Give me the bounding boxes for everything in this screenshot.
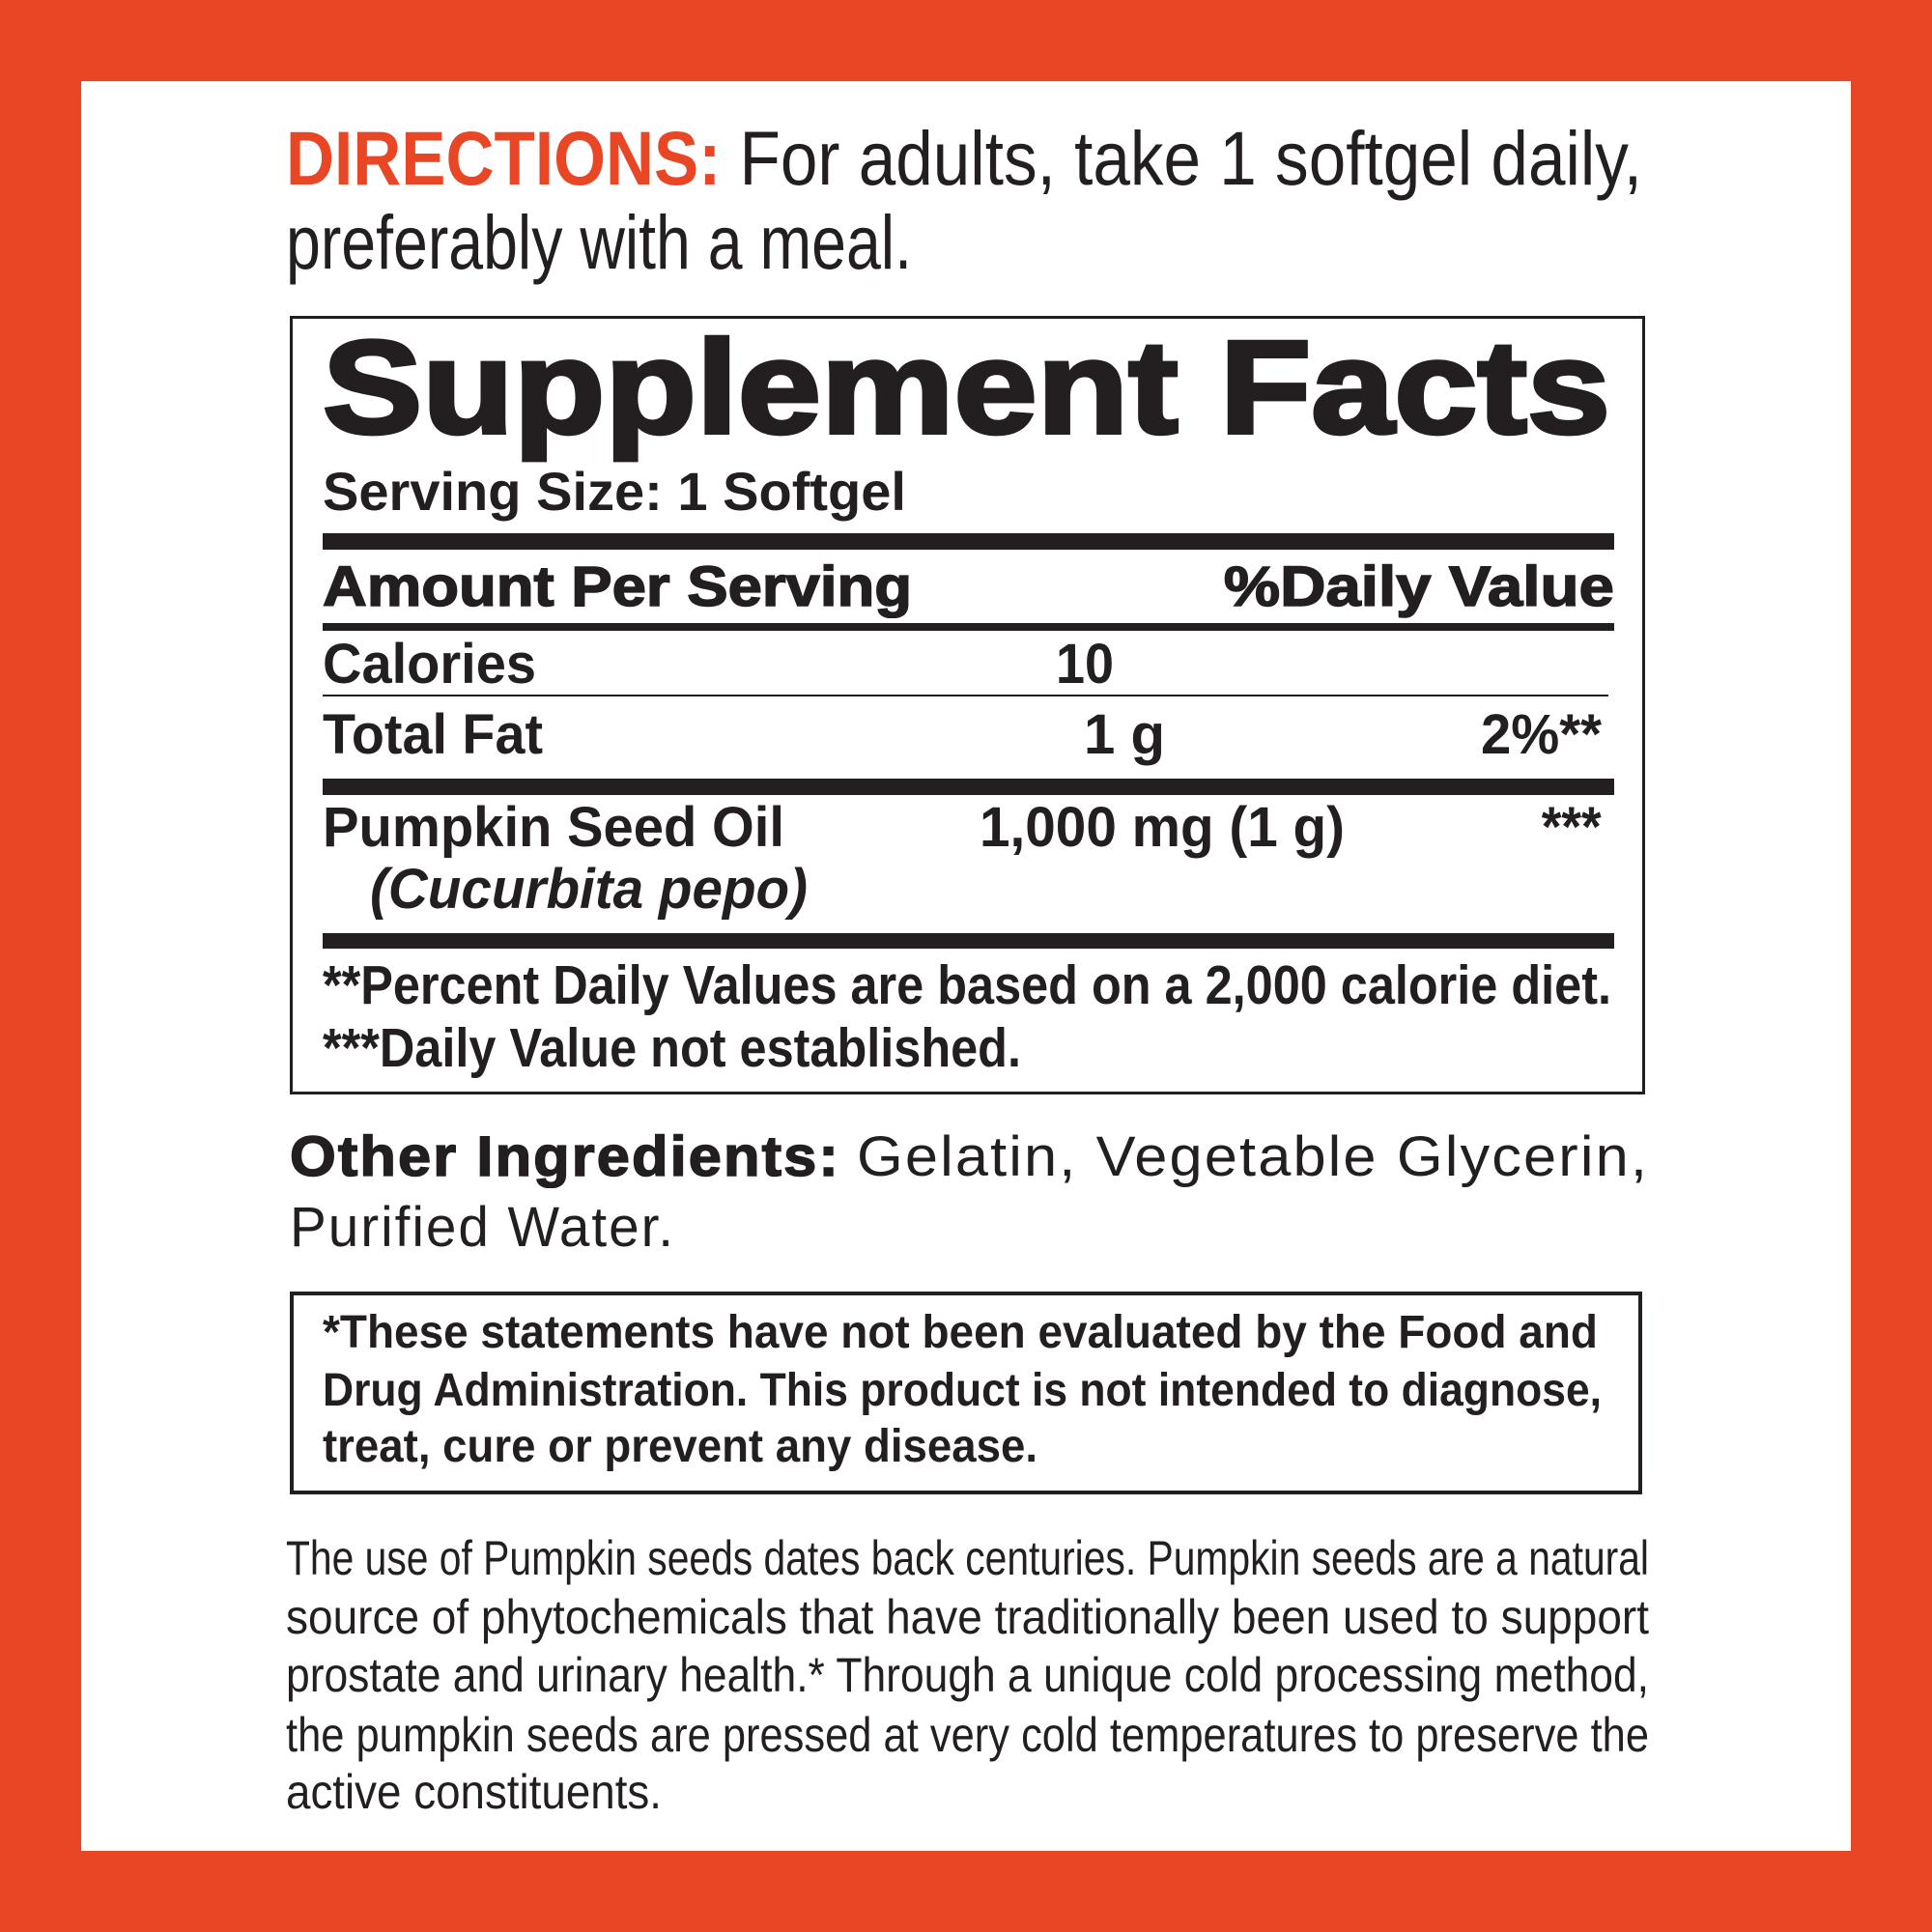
supplement-facts-panel — [290, 316, 1645, 1094]
row-pumpkin-seed-oil-amount: 1,000 mg (1 g) — [980, 796, 1345, 859]
other-ingredients-line-2: Purified Water. — [290, 1196, 675, 1259]
other-ingredients-label: Other Ingredients: — [289, 1125, 840, 1188]
directions-label: DIRECTIONS: — [286, 115, 722, 201]
header-amount-per-serving: Amount Per Serving — [322, 555, 913, 618]
description-line: active constituents. — [286, 1765, 662, 1819]
medium-divider — [323, 623, 1614, 631]
row-total-fat-name: Total Fat — [323, 703, 543, 766]
supplement-facts-title: Supplement Facts — [321, 314, 1613, 462]
thick-divider — [323, 779, 1614, 795]
footnote-daily-values: **Percent Daily Values are based on a 2,… — [323, 954, 1611, 1016]
footnote-not-established: ***Daily Value not established. — [323, 1017, 1021, 1079]
label-panel — [81, 81, 1851, 1851]
disclaimer-line: Drug Administration. This product is not… — [323, 1365, 1602, 1416]
description-line: The use of Pumpkin seeds dates back cent… — [286, 1531, 1649, 1585]
row-total-fat-dv: 2%** — [1481, 703, 1602, 766]
thin-divider — [323, 695, 1608, 696]
thick-divider — [323, 933, 1614, 949]
header-daily-value: %Daily Value — [1223, 555, 1615, 618]
description-line: the pumpkin seeds are pressed at very co… — [286, 1708, 1649, 1762]
row-calories-name: Calories — [323, 633, 536, 696]
other-ingredients-line-1: Other Ingredients: Gelatin, Vegetable Gl… — [289, 1128, 1649, 1186]
directions-line-1: DIRECTIONS: For adults, take 1 softgel d… — [286, 120, 1642, 196]
row-calories-amount: 10 — [1056, 633, 1114, 696]
directions-text-1: For adults, take 1 softgel daily, — [739, 115, 1642, 201]
row-pumpkin-seed-oil-latin: (Cucurbita pepo) — [370, 858, 808, 921]
row-pumpkin-seed-oil-dv: *** — [1542, 796, 1602, 859]
description-line: prostate and urinary health.* Through a … — [286, 1648, 1649, 1702]
thick-divider — [323, 533, 1614, 550]
row-pumpkin-seed-oil-name: Pumpkin Seed Oil — [323, 796, 784, 859]
fda-disclaimer-box — [290, 1292, 1642, 1494]
description-line: source of phytochemicals that have tradi… — [286, 1590, 1649, 1644]
other-ingredients-text-1: Gelatin, Vegetable Glycerin, — [857, 1125, 1650, 1188]
directions-line-2: preferably with a meal. — [286, 199, 912, 285]
row-total-fat-amount: 1 g — [1084, 703, 1165, 766]
serving-size: Serving Size: 1 Softgel — [323, 461, 906, 522]
disclaimer-line: treat, cure or prevent any disease. — [323, 1421, 1037, 1472]
disclaimer-line: *These statements have not been evaluate… — [323, 1307, 1598, 1358]
